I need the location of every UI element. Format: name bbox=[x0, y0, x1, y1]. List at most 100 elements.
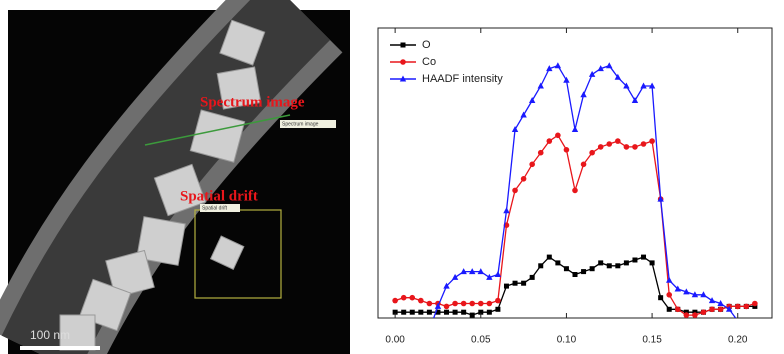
scale-label: 100 nm bbox=[30, 328, 70, 342]
marker bbox=[606, 263, 612, 269]
marker bbox=[426, 309, 432, 315]
micrograph: Spectrum image Spatial drift Spectrum im… bbox=[0, 0, 350, 354]
marker bbox=[554, 62, 562, 69]
marker bbox=[452, 300, 458, 307]
marker bbox=[392, 297, 398, 304]
plot-area bbox=[392, 62, 758, 332]
x-tick-label: 0.05 bbox=[471, 335, 491, 346]
marker bbox=[451, 273, 459, 280]
marker bbox=[734, 303, 741, 310]
marker bbox=[623, 144, 630, 150]
marker bbox=[477, 268, 484, 275]
marker bbox=[426, 300, 433, 307]
marker bbox=[606, 62, 613, 69]
marker bbox=[571, 126, 579, 132]
marker bbox=[529, 274, 535, 280]
marker bbox=[434, 302, 442, 309]
marker bbox=[460, 268, 467, 275]
marker bbox=[725, 305, 733, 312]
x-tick-label: 0.10 bbox=[557, 335, 577, 346]
marker bbox=[546, 65, 553, 72]
marker bbox=[709, 306, 715, 313]
profile-line bbox=[144, 114, 291, 146]
marker bbox=[409, 294, 416, 301]
legend-marker bbox=[400, 42, 406, 48]
marker bbox=[477, 300, 484, 307]
marker bbox=[623, 260, 629, 266]
marker bbox=[563, 266, 569, 272]
marker bbox=[503, 283, 509, 289]
marker bbox=[537, 149, 544, 156]
marker bbox=[589, 149, 595, 156]
legend-label: Co bbox=[422, 56, 436, 68]
marker bbox=[666, 292, 673, 298]
marker bbox=[401, 309, 407, 315]
marker bbox=[657, 195, 664, 202]
marker bbox=[658, 295, 664, 301]
marker bbox=[666, 276, 673, 283]
marker bbox=[435, 309, 441, 315]
marker bbox=[572, 272, 578, 277]
x-tick-label: 0.20 bbox=[728, 335, 748, 346]
marker bbox=[615, 263, 621, 269]
marker bbox=[580, 161, 587, 168]
marker bbox=[452, 309, 458, 315]
marker bbox=[752, 300, 758, 307]
marker bbox=[444, 309, 450, 315]
marker bbox=[641, 254, 647, 260]
marker bbox=[683, 288, 690, 295]
marker bbox=[555, 132, 561, 139]
marker bbox=[666, 306, 672, 312]
marker bbox=[520, 111, 527, 118]
marker bbox=[692, 309, 698, 315]
marker bbox=[546, 138, 553, 144]
marker bbox=[460, 300, 467, 307]
marker bbox=[743, 303, 750, 310]
marker bbox=[743, 326, 749, 332]
particles bbox=[59, 19, 266, 351]
marker bbox=[511, 126, 519, 132]
box-label: Spectrum image bbox=[282, 121, 319, 127]
marker bbox=[486, 300, 493, 307]
marker bbox=[691, 291, 699, 298]
marker bbox=[588, 70, 596, 77]
plot-frame bbox=[377, 27, 773, 319]
image-label: Spectrum image bbox=[200, 94, 305, 110]
marker bbox=[418, 297, 424, 304]
marker bbox=[598, 260, 604, 266]
scale-bar bbox=[20, 346, 100, 350]
marker bbox=[572, 187, 578, 194]
marker bbox=[717, 306, 724, 313]
marker bbox=[632, 257, 638, 263]
marker bbox=[443, 303, 450, 310]
marker bbox=[494, 271, 502, 277]
marker bbox=[469, 268, 476, 275]
marker bbox=[409, 309, 415, 315]
marker bbox=[486, 309, 492, 315]
label-box bbox=[280, 120, 336, 128]
marker bbox=[623, 82, 630, 89]
marker bbox=[640, 141, 647, 147]
marker bbox=[563, 147, 570, 153]
marker bbox=[520, 176, 527, 182]
marker bbox=[649, 260, 655, 266]
marker bbox=[521, 280, 527, 286]
legend-label: HAADF intensity bbox=[422, 73, 503, 85]
marker bbox=[503, 207, 510, 214]
x-tick-label: 0.00 bbox=[385, 335, 405, 346]
legend-marker bbox=[400, 59, 406, 65]
image-label: Spatial drift bbox=[180, 188, 258, 204]
marker bbox=[538, 263, 544, 269]
marker bbox=[469, 300, 476, 307]
marker bbox=[478, 309, 484, 315]
marker bbox=[426, 326, 432, 332]
marker bbox=[512, 280, 518, 286]
marker bbox=[461, 309, 467, 315]
marker bbox=[700, 309, 707, 316]
marker bbox=[528, 97, 536, 103]
marker bbox=[529, 161, 535, 168]
marker bbox=[495, 306, 501, 312]
marker bbox=[555, 260, 561, 266]
marker bbox=[683, 312, 690, 318]
